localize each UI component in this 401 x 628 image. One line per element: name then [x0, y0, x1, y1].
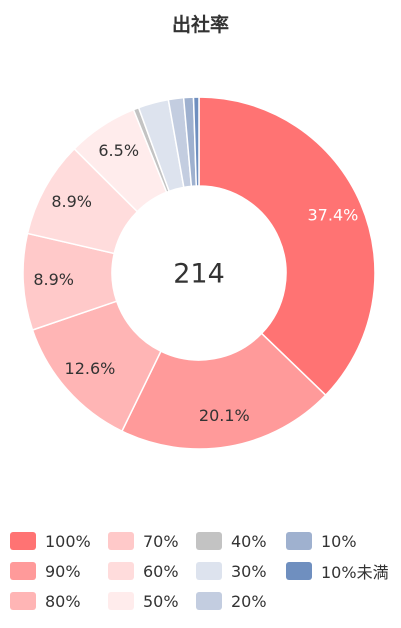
legend-item-50%[interactable]: 50%: [108, 590, 179, 612]
slice-10%未満[interactable]: [192, 96, 200, 187]
legend-item-90%[interactable]: 90%: [10, 560, 81, 582]
legend-item-60%[interactable]: 60%: [108, 560, 179, 582]
legend-item-10%[interactable]: 10%: [286, 530, 357, 552]
legend-swatch: [108, 562, 134, 580]
slice-label-100%: 37.4%: [308, 206, 359, 225]
legend-label: 40%: [231, 531, 267, 551]
legend-item-70%[interactable]: 70%: [108, 530, 179, 552]
legend-swatch: [10, 562, 36, 580]
legend-swatch: [196, 592, 222, 610]
slice-label-80%: 12.6%: [65, 359, 116, 378]
donut-chart: 37.4% 20.1% 12.6% 8.9% 8.9% 6.5% 214: [22, 96, 376, 450]
slice-90%[interactable]: [120, 332, 327, 450]
legend-label: 10%未満: [321, 563, 389, 582]
legend-item-40%[interactable]: 40%: [196, 530, 267, 552]
legend-swatch: [10, 592, 36, 610]
legend-swatch: [108, 532, 134, 550]
legend-item-10%未満[interactable]: 10%未満: [286, 560, 389, 582]
legend-label: 100%: [45, 531, 91, 551]
legend-swatch: [196, 562, 222, 580]
slice-label-60%: 8.9%: [51, 192, 92, 211]
legend-item-20%[interactable]: 20%: [196, 590, 267, 612]
legend-swatch: [10, 532, 36, 550]
slice-label-70%: 8.9%: [33, 270, 74, 289]
legend-label: 20%: [231, 591, 267, 611]
slice-100%[interactable]: [198, 96, 376, 397]
legend-swatch: [286, 562, 312, 580]
legend-item-30%[interactable]: 30%: [196, 560, 267, 582]
center-total: 214: [173, 259, 225, 290]
legend-label: 10%: [321, 531, 357, 551]
legend-label: 60%: [143, 561, 179, 581]
legend-label: 90%: [45, 561, 81, 581]
legend-label: 30%: [231, 561, 267, 581]
legend-item-80%[interactable]: 80%: [10, 590, 81, 612]
slice-label-50%: 6.5%: [98, 141, 139, 160]
legend-label: 50%: [143, 591, 179, 611]
chart-title: 出社率: [171, 14, 229, 36]
legend-item-100%[interactable]: 100%: [10, 530, 91, 552]
legend-swatch: [286, 532, 312, 550]
legend-swatch: [108, 592, 134, 610]
slice-label-90%: 20.1%: [199, 406, 250, 425]
legend-label: 80%: [45, 591, 81, 611]
legend-swatch: [196, 532, 222, 550]
legend-label: 70%: [143, 531, 179, 551]
